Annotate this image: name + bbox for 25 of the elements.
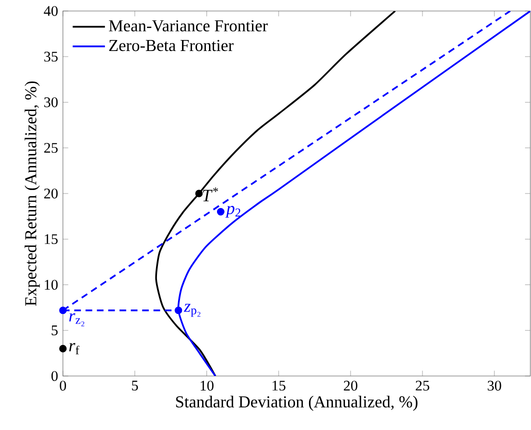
legend-label: Mean-Variance Frontier <box>108 20 268 32</box>
y-axis-title: Expected Return (Annualized, %) <box>24 81 40 306</box>
x-axis-title: Standard Deviation (Annualized, %) <box>176 396 418 411</box>
y-tick-label: 40 <box>44 6 58 16</box>
x-tick-label: 10 <box>200 380 214 390</box>
annotation: p$_{2}$ <box>225 206 240 218</box>
y-tick-label: 30 <box>44 97 58 107</box>
y-tick-label: 5 <box>52 325 58 336</box>
x-tick-label: 30 <box>488 380 502 390</box>
annotation: T$^{*}$ <box>203 187 218 202</box>
x-tick-label: 20 <box>344 380 358 390</box>
annotation: r$_{f}$ <box>69 342 80 354</box>
y-tick-label: 10 <box>44 280 58 290</box>
y-tick-label: 35 <box>44 51 58 62</box>
x-tick-label: 0 <box>60 380 66 390</box>
y-tick-label: 25 <box>44 142 58 153</box>
x-tick-label: 15 <box>272 380 286 390</box>
legend-label: Zero-Beta Frontier <box>109 40 234 51</box>
annotation: z$_{p₂}$ <box>184 304 200 317</box>
annotation: r$_{z₂}$ <box>69 313 84 326</box>
y-tick-label: 15 <box>44 234 58 244</box>
x-tick-label: 25 <box>416 380 430 390</box>
y-tick-label: 20 <box>44 188 58 198</box>
y-tick-label: 0 <box>51 370 58 381</box>
x-tick-label: 5 <box>132 380 138 390</box>
